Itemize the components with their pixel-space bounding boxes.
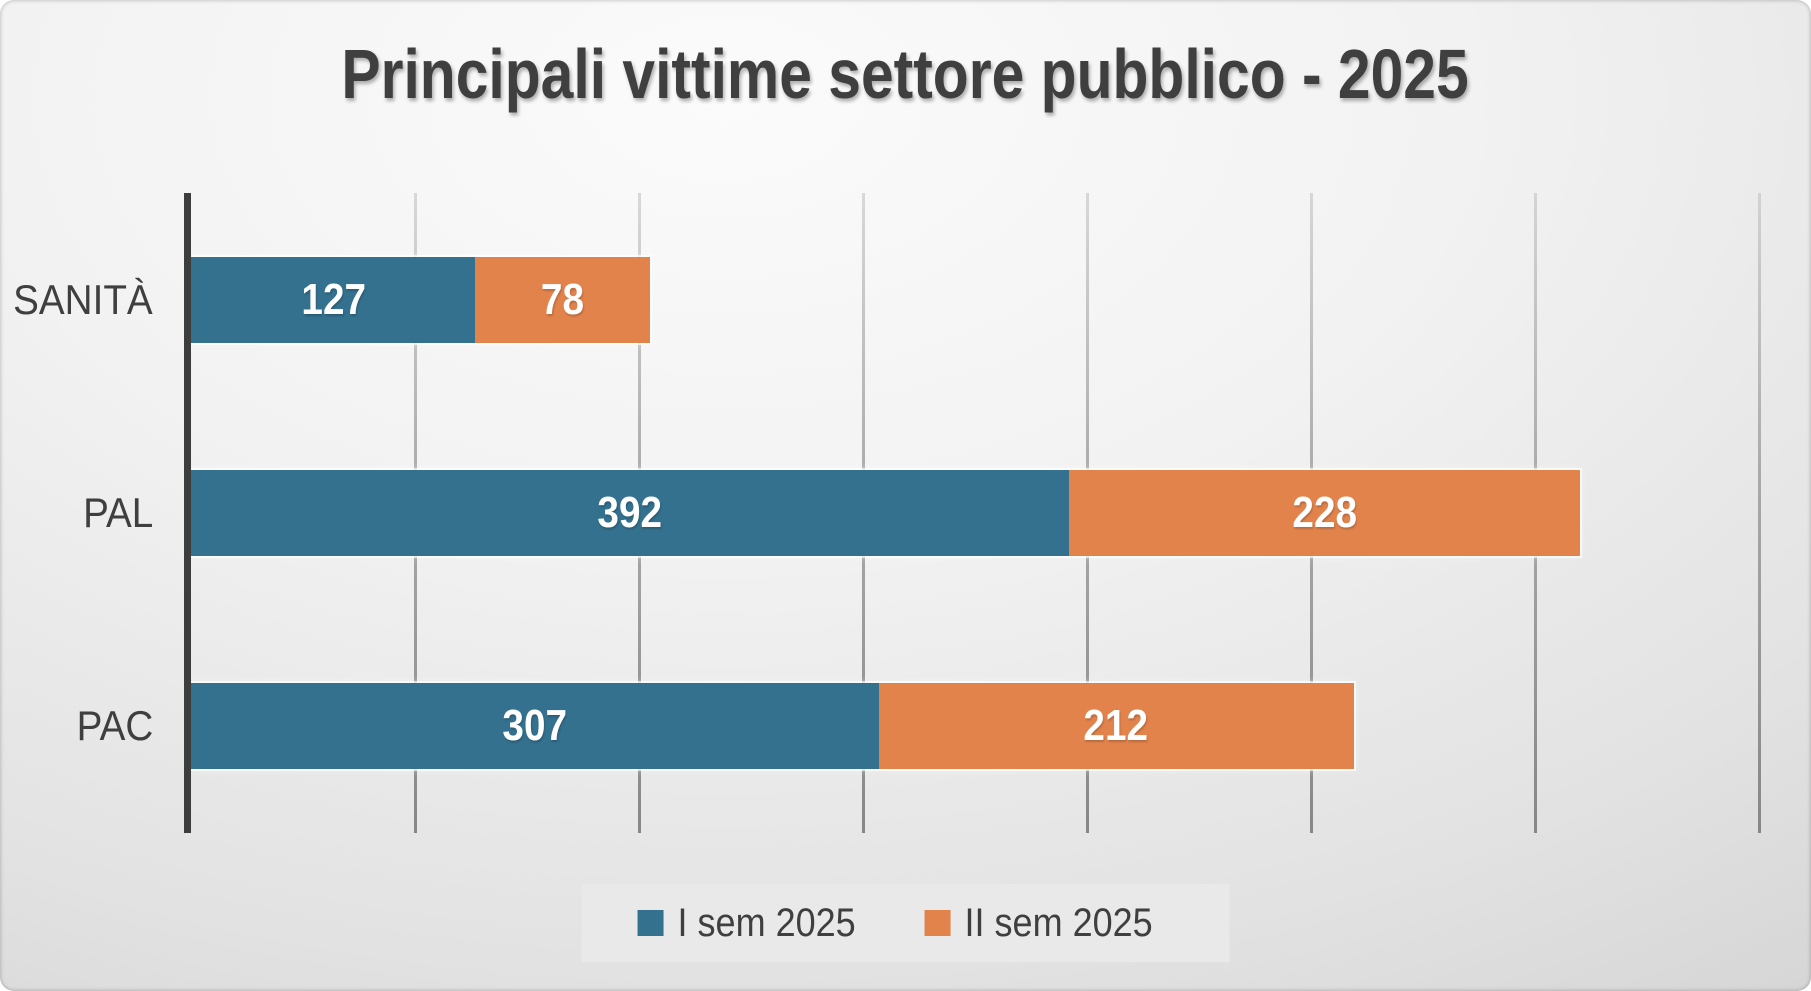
y-axis-line [184,193,191,833]
chart-title: Principali vittime settore pubblico - 20… [0,34,1811,114]
bar-value-label: 307 [502,701,568,751]
chart-title-text: Principali vittime settore pubblico - 20… [341,35,1470,113]
bar-segment-pal-ii-sem-2025: 228 [1069,469,1580,556]
category-label-sanita: SANITÀ [13,275,153,323]
legend-swatch-icon [924,910,951,936]
category-label-pal: PAL [82,488,153,536]
bar-value-label: 78 [541,274,585,324]
legend-label: I sem 2025 [677,900,856,945]
bar-value-label: 392 [597,487,663,537]
bar-segment-pac-ii-sem-2025: 212 [878,683,1354,770]
category-label-cell-sanita: SANITÀ [0,193,153,406]
bar-stack-sanita: 127 78 [191,256,651,343]
category-axis-labels: SANITÀ PAL PAC [0,193,153,833]
bar-row-sanita: 127 78 [191,193,1759,406]
legend: I sem 2025 II sem 2025 [581,884,1230,962]
bar-segment-pac-i-sem-2025: 307 [191,683,879,770]
category-label-cell-pac: PAC [0,620,153,833]
bar-row-pac: 307 212 [191,620,1759,833]
plot-area: 127 78 392 228 307 212 [184,193,1761,833]
bar-value-label: 127 [300,274,366,324]
category-label-cell-pal: PAL [0,406,153,619]
legend-item-ii-sem-2025: II sem 2025 [924,900,1174,946]
bar-stack-pac: 307 212 [191,683,1354,770]
legend-swatch-icon [637,910,664,936]
category-label-pac: PAC [76,702,153,750]
legend-item-i-sem-2025: I sem 2025 [637,901,875,946]
bar-segment-sanita-ii-sem-2025: 78 [475,256,651,343]
bar-segment-sanita-i-sem-2025: 127 [191,256,476,343]
bar-row-pal: 392 228 [191,406,1759,619]
gridline-700 [1757,193,1761,833]
bar-value-label: 228 [1292,487,1357,537]
legend-label: II sem 2025 [964,900,1154,945]
bar-rows: 127 78 392 228 307 212 [191,193,1759,833]
bar-stack-pal: 392 228 [191,469,1580,556]
bar-segment-pal-i-sem-2025: 392 [191,469,1070,556]
bar-value-label: 212 [1083,701,1149,751]
